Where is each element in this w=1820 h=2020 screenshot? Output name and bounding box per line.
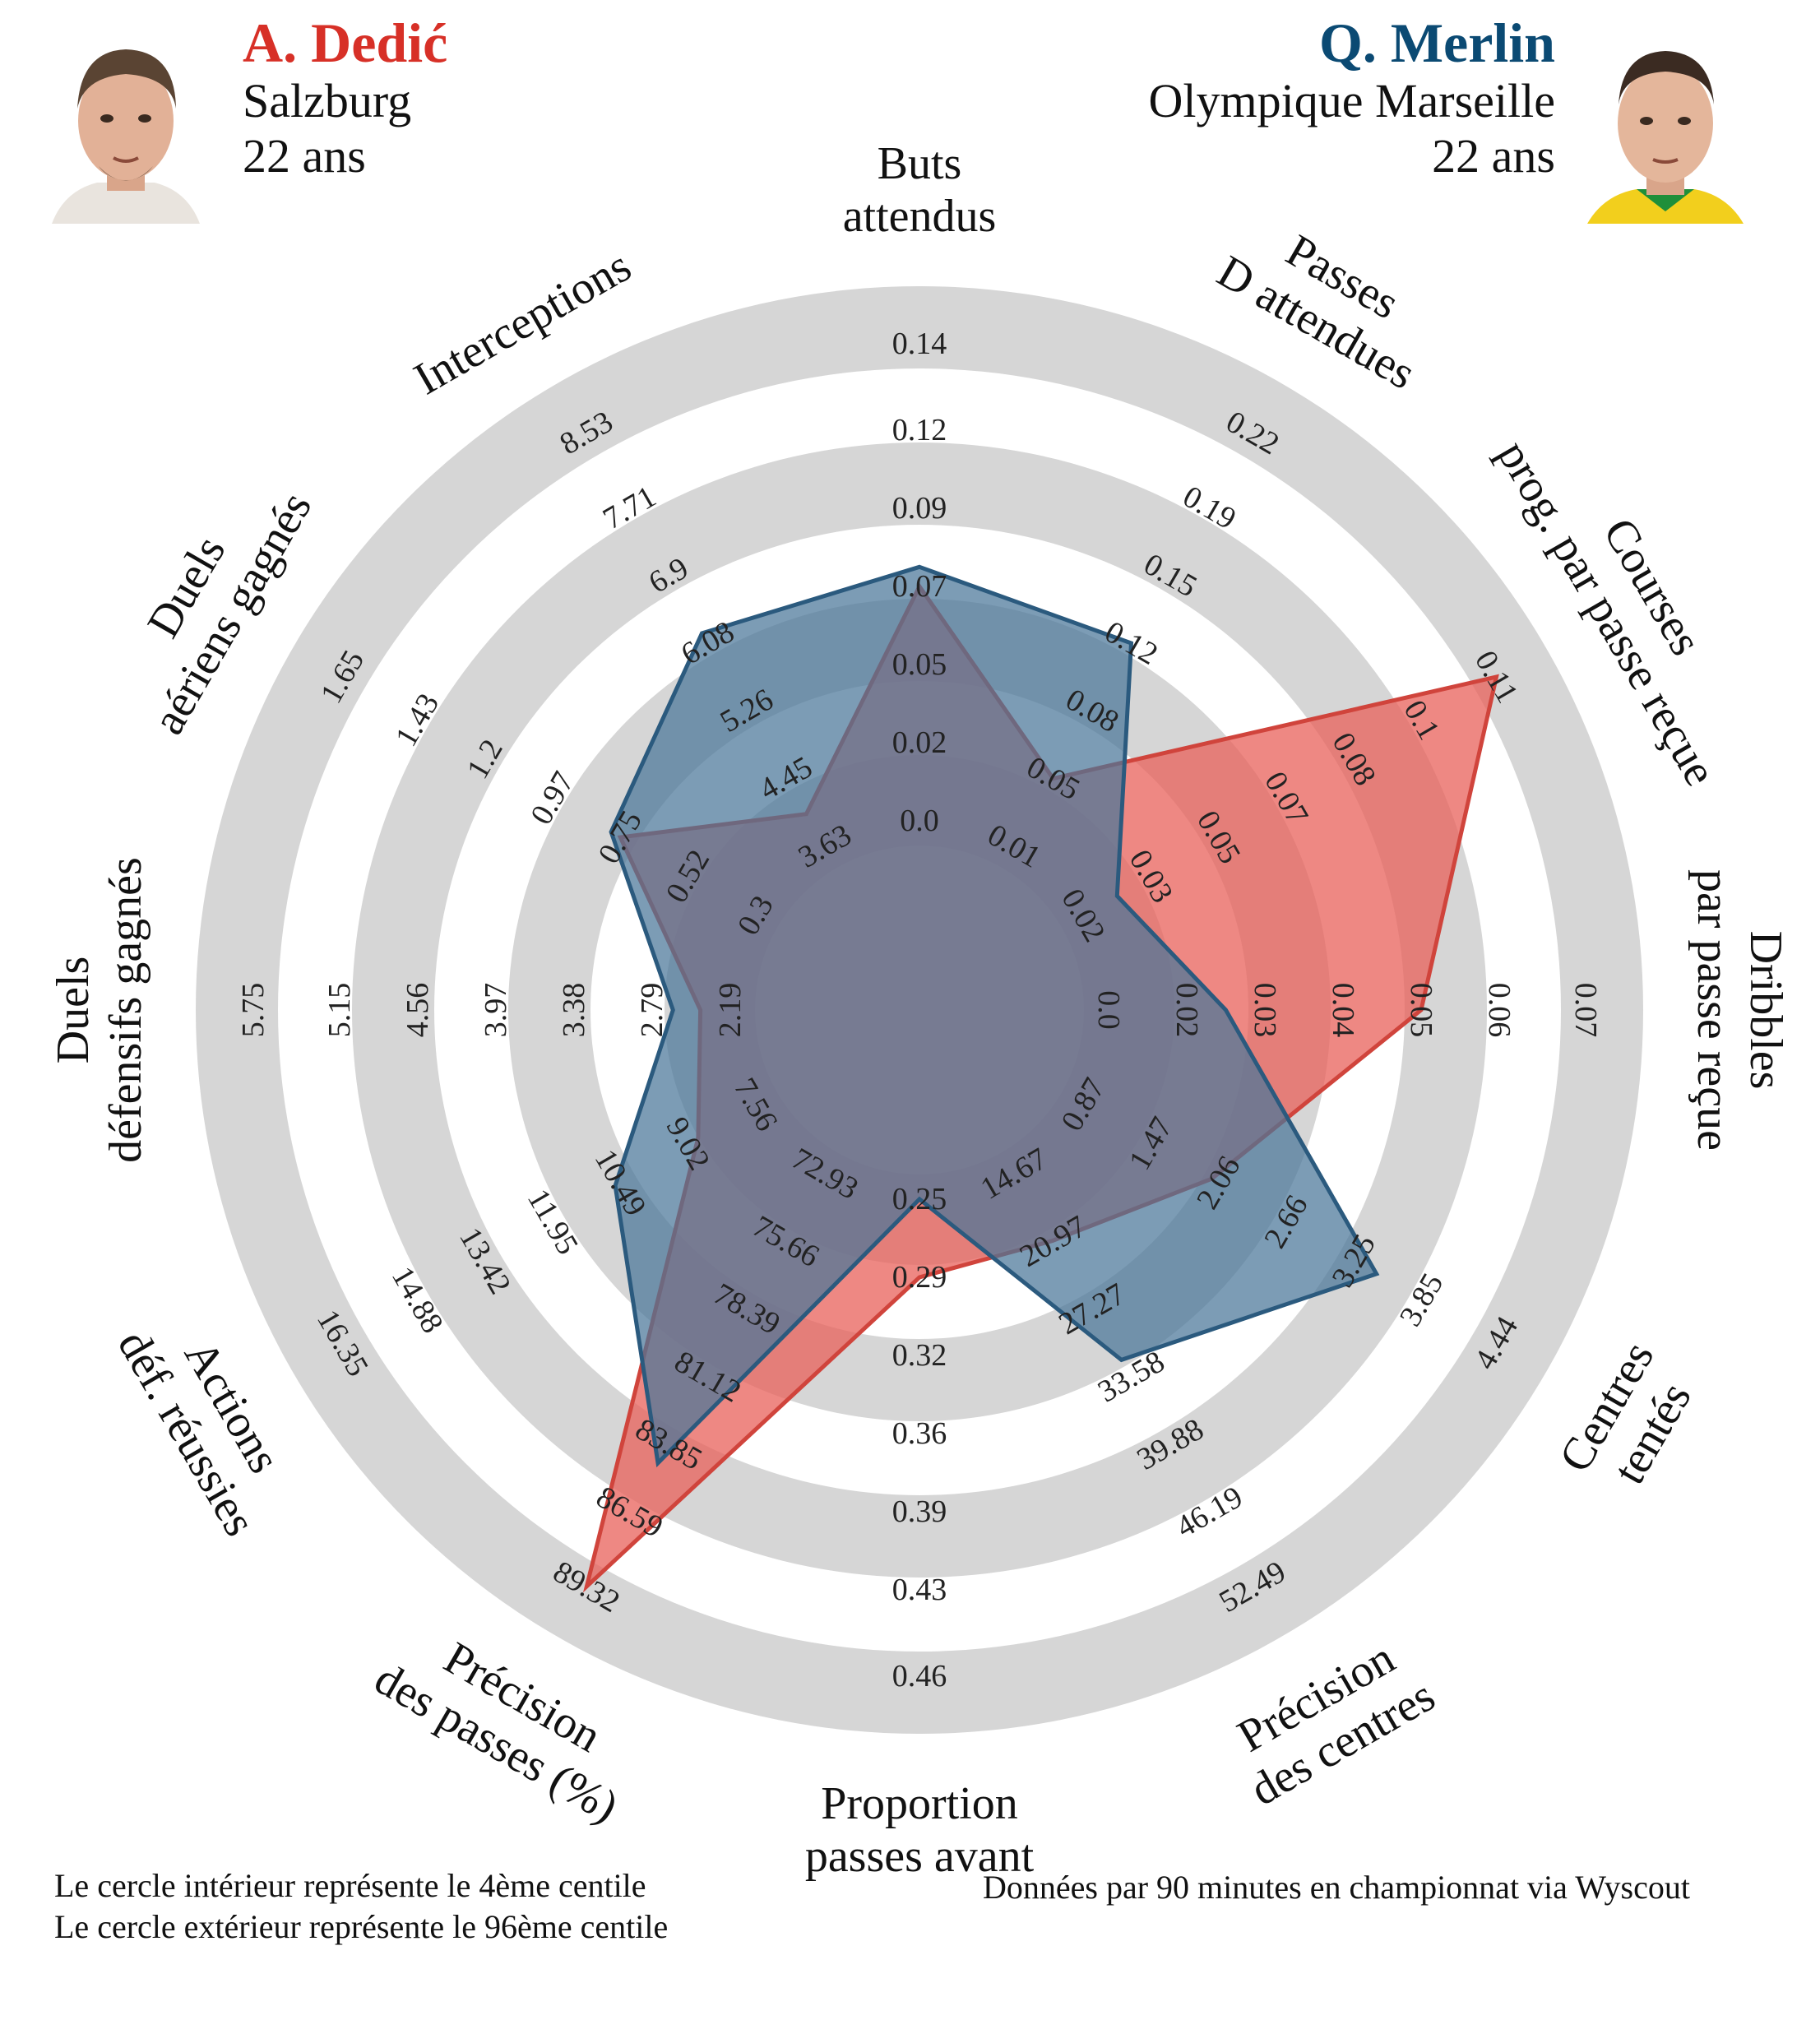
tick-label-3-5: 0.06 — [1482, 983, 1517, 1038]
tick-label-0-1: 0.02 — [892, 725, 947, 760]
tick-label-9-1: 2.79 — [635, 983, 669, 1038]
tick-label-6-5: 0.43 — [892, 1573, 947, 1607]
tick-label-9-3: 3.97 — [479, 983, 513, 1038]
category-label-line-3-1: par passe reçue — [1688, 869, 1739, 1151]
tick-label-6-2: 0.32 — [892, 1338, 947, 1373]
tick-label-0-2: 0.05 — [892, 647, 947, 682]
player-left-name: A. Dedić — [243, 12, 448, 74]
category-label-line-6-1: passes avant — [805, 1831, 1035, 1882]
tick-label-3-4: 0.05 — [1404, 983, 1438, 1038]
tick-label-0-4: 0.09 — [892, 491, 947, 526]
tick-label-6-3: 0.36 — [892, 1416, 947, 1451]
tick-label-3-3: 0.04 — [1326, 983, 1360, 1038]
tick-label-6-1: 0.29 — [892, 1260, 947, 1295]
player-right-age: 22 ans — [1432, 128, 1555, 183]
category-label-9: Duels défensifs gagnés — [48, 857, 151, 1163]
footnote-inner-circle: Le cercle intérieur représente le 4ème c… — [54, 1867, 646, 1904]
series-area-merlin — [609, 564, 1380, 1468]
player-right-club: Olympique Marseille — [1148, 74, 1555, 128]
footnote-source: Données par 90 minutes en championnat vi… — [983, 1869, 1690, 1906]
tick-label-9-4: 4.56 — [401, 983, 435, 1038]
player-left-age: 22 ans — [243, 128, 366, 183]
footnote-outer-circle: Le cercle extérieur représente le 96ème … — [54, 1908, 669, 1945]
tick-label-3-2: 0.03 — [1248, 983, 1282, 1038]
tick-label-9-5: 5.15 — [322, 983, 357, 1038]
category-label-line-9-0: Duels — [48, 957, 99, 1064]
category-label-line-3-0: Dribbles — [1740, 931, 1791, 1090]
player-left: A. Dedić Salzburg 22 ans — [243, 12, 447, 184]
tick-label-6-4: 0.39 — [892, 1494, 947, 1529]
radar-series — [582, 564, 1499, 1593]
tick-label-3-6: 0.07 — [1568, 983, 1603, 1038]
tick-label-0-0: 0.0 — [900, 804, 939, 838]
tick-label-9-6: 5.75 — [236, 983, 271, 1038]
player-left-club: Salzburg — [243, 74, 412, 128]
tick-label-9-2: 3.38 — [557, 983, 591, 1038]
tick-label-6-6: 0.46 — [892, 1659, 947, 1693]
category-label-line-0-0: Buts — [878, 138, 962, 189]
player-right: Q. Merlin Olympique Marseille 22 ans — [1148, 12, 1555, 184]
tick-label-3-0: 0.0 — [1091, 990, 1126, 1030]
tick-label-0-5: 0.12 — [892, 413, 947, 447]
category-label-line-6-0: Proportion — [821, 1778, 1018, 1829]
category-label-line-9-1: défensifs gagnés — [100, 857, 151, 1163]
player-right-name: Q. Merlin — [1318, 12, 1555, 74]
tick-label-3-1: 0.02 — [1169, 983, 1204, 1038]
category-label-line-0-1: attendus — [843, 191, 997, 242]
tick-label-9-0: 2.19 — [713, 983, 748, 1038]
footnote-left: Le cercle intérieur représente le 4ème c… — [54, 1865, 668, 1948]
tick-label-6-0: 0.25 — [892, 1182, 947, 1216]
player-right-photo — [1587, 51, 1744, 224]
tick-label-0-3: 0.07 — [892, 569, 947, 604]
player-left-photo — [52, 49, 200, 224]
tick-label-0-6: 0.14 — [892, 327, 947, 361]
